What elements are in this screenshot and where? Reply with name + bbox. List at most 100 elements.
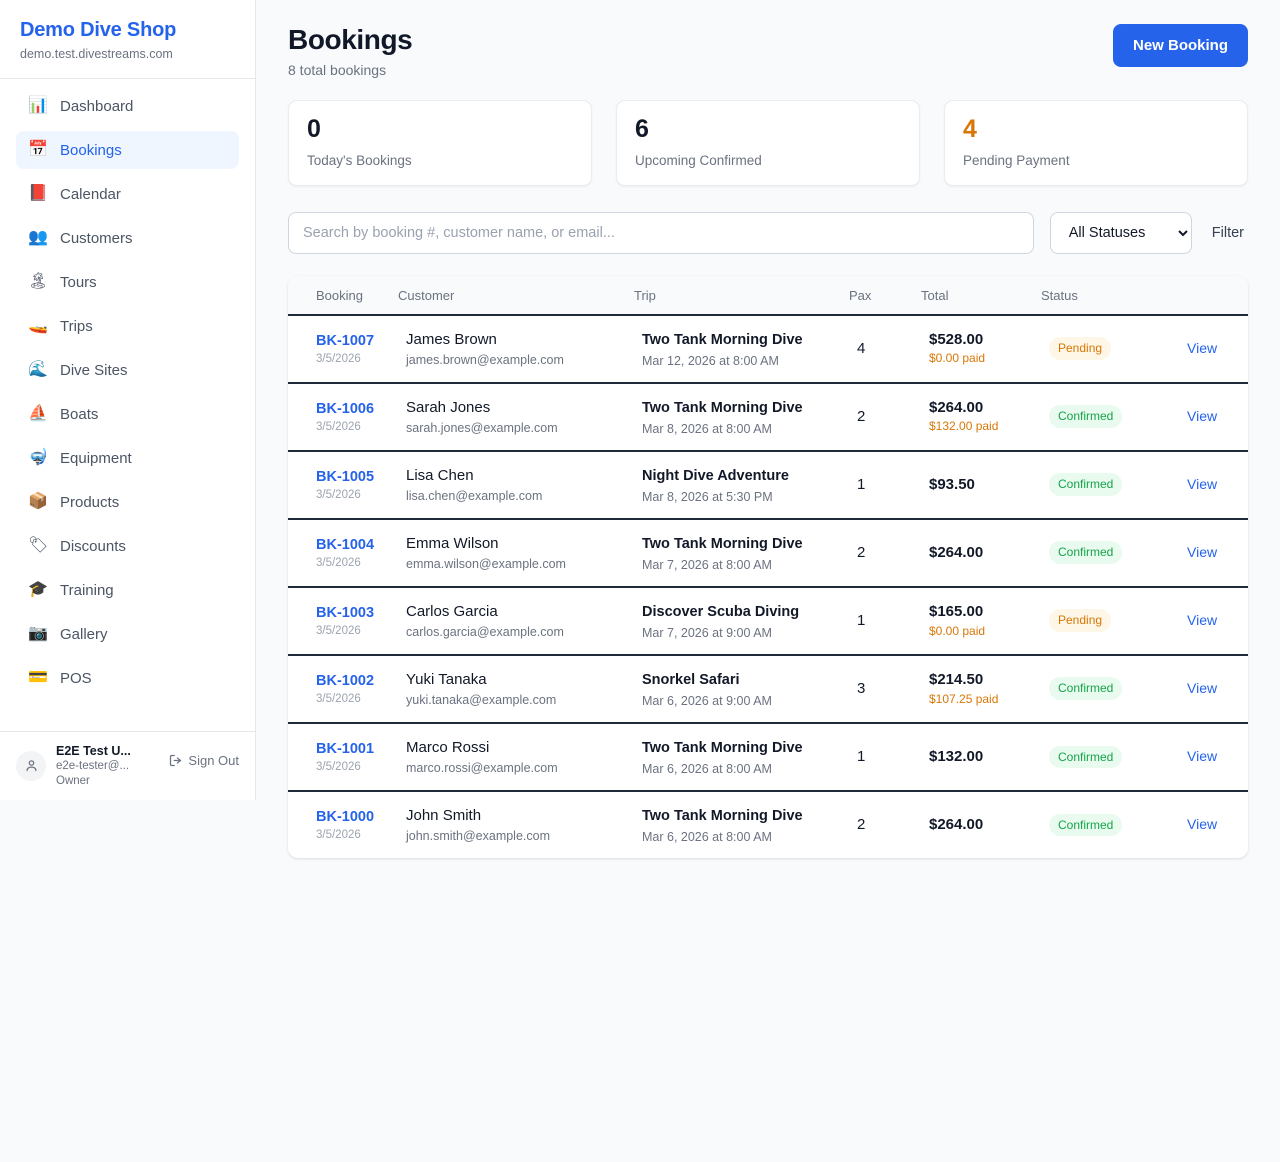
view-link[interactable]: View bbox=[1187, 475, 1218, 492]
action-cell: View bbox=[1179, 586, 1248, 656]
booking-id-link[interactable]: BK-1005 bbox=[316, 468, 375, 485]
view-link[interactable]: View bbox=[1187, 815, 1218, 832]
table-row[interactable]: BK-1004 3/5/2026 Emma Wilson emma.wilson@ex… bbox=[288, 518, 1248, 588]
status-badge: Pending bbox=[1049, 609, 1112, 632]
total-amount: $264.00 bbox=[929, 815, 984, 833]
graduation-icon: 🎓 bbox=[28, 581, 48, 599]
stat-card: 4 Pending Payment bbox=[944, 100, 1248, 186]
pax-count: 2 bbox=[849, 518, 921, 588]
trip-name: Two Tank Morning Dive bbox=[642, 807, 803, 824]
booking-created-date: 3/5/2026 bbox=[316, 829, 361, 842]
status-badge: Confirmed bbox=[1049, 745, 1123, 768]
user-footer: E2E Test U... e2e-tester@... Owner Sign … bbox=[0, 730, 255, 800]
table-row[interactable]: BK-1000 3/5/2026 John Smith john.smith@exam… bbox=[288, 791, 1248, 858]
sidebar-item-label: Training bbox=[60, 581, 114, 599]
sidebar-item-dive-sites[interactable]: 🌊 Dive Sites bbox=[16, 351, 239, 389]
table-row[interactable]: BK-1007 3/5/2026 James Brown james.brown@ex… bbox=[288, 314, 1248, 384]
sidebar-item-bookings[interactable]: 📅 Bookings bbox=[16, 131, 239, 170]
table-head: Booking Customer Trip Pax Total Status bbox=[288, 275, 1248, 316]
column-header: Total bbox=[921, 275, 1041, 316]
sidebar-item-label: Products bbox=[60, 493, 120, 511]
booking-created-date: 3/5/2026 bbox=[316, 557, 361, 570]
tag-icon: 🏷 bbox=[28, 537, 49, 555]
new-booking-button[interactable]: New Booking bbox=[1112, 24, 1248, 67]
table-row[interactable]: BK-1006 3/5/2026 Sarah Jones sarah.jones@ex… bbox=[288, 382, 1248, 452]
customer-cell: James Brown james.brown@example.com bbox=[398, 314, 634, 384]
sidebar-item-training[interactable]: 🎓 Training bbox=[16, 571, 239, 609]
status-badge: Confirmed bbox=[1049, 813, 1123, 836]
brand-block: Demo Dive Shop demo.test.divestreams.com bbox=[0, 0, 255, 80]
booking-id-link[interactable]: BK-1003 bbox=[316, 604, 375, 621]
status-filter-select[interactable]: All StatusesPendingConfirmedCancelledCom… bbox=[1049, 211, 1192, 254]
sidebar-item-pos[interactable]: 💳 POS bbox=[16, 659, 239, 697]
sidebar-item-boats[interactable]: ⛵ Boats bbox=[16, 395, 239, 433]
booking-id-link[interactable]: BK-1000 bbox=[316, 808, 375, 825]
booking-created-date: 3/5/2026 bbox=[316, 625, 361, 638]
trip-datetime: Mar 6, 2026 at 8:00 AM bbox=[642, 761, 772, 776]
avatar bbox=[16, 750, 46, 781]
view-link[interactable]: View bbox=[1187, 611, 1218, 628]
view-link[interactable]: View bbox=[1187, 543, 1218, 560]
sidebar-item-dashboard[interactable]: 📊 Dashboard bbox=[16, 87, 239, 125]
trip-cell: Two Tank Morning Dive Mar 12, 2026 at 8:0… bbox=[634, 314, 849, 384]
sign-out-button[interactable]: Sign Out bbox=[168, 753, 239, 768]
booking-id-link[interactable]: BK-1006 bbox=[316, 400, 375, 417]
booking-id-link[interactable]: BK-1001 bbox=[316, 740, 375, 757]
pax-count: 1 bbox=[849, 450, 921, 520]
trip-cell: Discover Scuba Diving Mar 7, 2026 at 9:00… bbox=[634, 586, 849, 656]
column-header: Status bbox=[1041, 275, 1179, 316]
total-cell: $214.50 $107.25 paid bbox=[921, 654, 1041, 724]
sidebar-item-discounts[interactable]: 🏷 Discounts bbox=[16, 527, 239, 565]
view-link[interactable]: View bbox=[1187, 747, 1218, 764]
customer-email: emma.wilson@example.com bbox=[406, 556, 566, 571]
sidebar-item-label: Gallery bbox=[60, 625, 108, 643]
column-header: Pax bbox=[849, 275, 921, 316]
table-row[interactable]: BK-1001 3/5/2026 Marco Rossi marco.rossi@ex… bbox=[288, 722, 1248, 792]
diving-mask-icon: 🤿 bbox=[28, 449, 48, 467]
sidebar-item-tours[interactable]: 🏝 Tours bbox=[16, 263, 239, 301]
search-input[interactable] bbox=[288, 211, 1034, 254]
status-badge: Confirmed bbox=[1049, 405, 1123, 428]
sidebar-item-equipment[interactable]: 🤿 Equipment bbox=[16, 439, 239, 477]
total-cell: $165.00 $0.00 paid bbox=[921, 586, 1041, 656]
sidebar-nav: 📊 Dashboard 📅 Bookings 📕 Calendar 👥 Customers 🏝 T… bbox=[0, 79, 255, 730]
trip-datetime: Mar 8, 2026 at 5:30 PM bbox=[642, 489, 773, 504]
sidebar-item-products[interactable]: 📦 Products bbox=[16, 483, 239, 521]
island-icon: 🏝 bbox=[28, 273, 49, 291]
status-badge: Confirmed bbox=[1049, 541, 1123, 564]
column-header: Booking bbox=[288, 275, 398, 316]
status-cell: Pending bbox=[1041, 314, 1179, 384]
view-link[interactable]: View bbox=[1187, 339, 1218, 356]
sidebar-item-label: Trips bbox=[60, 317, 93, 335]
column-header: Customer bbox=[398, 275, 634, 316]
sidebar-item-calendar[interactable]: 📕 Calendar bbox=[16, 175, 239, 213]
user-email: e2e-tester@... bbox=[56, 760, 130, 773]
table-row[interactable]: BK-1002 3/5/2026 Yuki Tanaka yuki.tanaka@ex… bbox=[288, 654, 1248, 724]
sidebar-item-trips[interactable]: 🚤 Trips bbox=[16, 307, 239, 345]
view-link[interactable]: View bbox=[1187, 407, 1218, 424]
trip-datetime: Mar 7, 2026 at 8:00 AM bbox=[642, 557, 772, 572]
sidebar: Demo Dive Shop demo.test.divestreams.com… bbox=[0, 0, 256, 800]
trip-name: Snorkel Safari bbox=[642, 671, 740, 688]
status-cell: Confirmed bbox=[1041, 518, 1179, 588]
table-row[interactable]: BK-1003 3/5/2026 Carlos Garcia carlos.garci… bbox=[288, 586, 1248, 656]
sidebar-item-label: Equipment bbox=[60, 449, 132, 467]
user-icon bbox=[26, 760, 36, 772]
filters-row: All StatusesPendingConfirmedCancelledCom… bbox=[288, 211, 1248, 254]
table-row[interactable]: BK-1005 3/5/2026 Lisa Chen lisa.chen@exampl… bbox=[288, 450, 1248, 520]
total-amount: $132.00 bbox=[929, 747, 984, 765]
customer-cell: Sarah Jones sarah.jones@example.com bbox=[398, 382, 634, 452]
booking-id-link[interactable]: BK-1007 bbox=[316, 332, 375, 349]
filter-button[interactable]: Filter bbox=[1208, 225, 1248, 241]
table-body: BK-1007 3/5/2026 James Brown james.brown@ex… bbox=[288, 314, 1248, 858]
sidebar-item-customers[interactable]: 👥 Customers bbox=[16, 219, 239, 257]
customer-email: yuki.tanaka@example.com bbox=[406, 692, 557, 707]
customer-name: Sarah Jones bbox=[406, 399, 491, 417]
trip-cell: Two Tank Morning Dive Mar 6, 2026 at 8:00… bbox=[634, 791, 849, 858]
sidebar-item-gallery[interactable]: 📷 Gallery bbox=[16, 615, 239, 653]
booking-id-link[interactable]: BK-1002 bbox=[316, 672, 375, 689]
view-link[interactable]: View bbox=[1187, 679, 1218, 696]
customer-cell: Emma Wilson emma.wilson@example.com bbox=[398, 518, 634, 588]
booking-id-link[interactable]: BK-1004 bbox=[316, 536, 375, 553]
sidebar-item-label: Discounts bbox=[60, 537, 126, 555]
